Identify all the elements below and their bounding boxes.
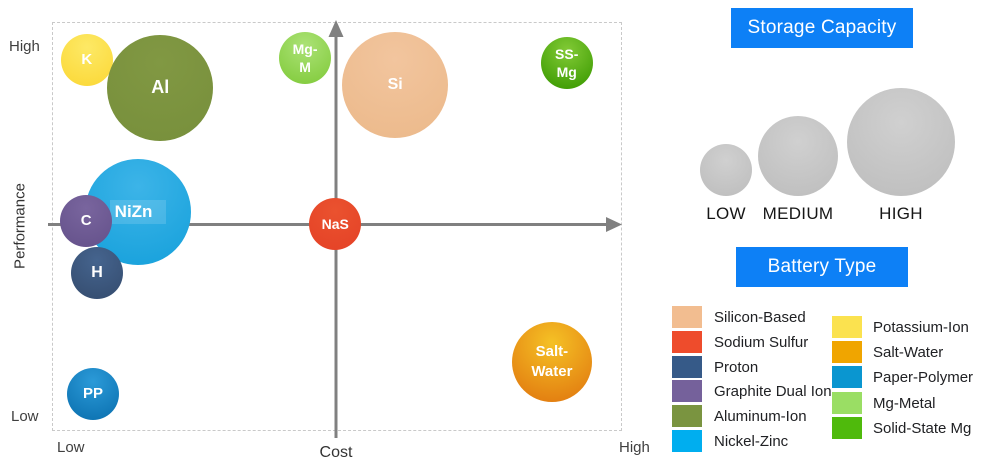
bubble-paper-polymer: PP xyxy=(67,367,120,420)
legend-label-proton: Proton xyxy=(714,358,759,376)
legend-swatch-graphite-dual-ion xyxy=(672,380,702,403)
size-label-low: LOW xyxy=(706,204,746,223)
y-axis-high-label: High xyxy=(9,38,40,55)
legend-swatch-aluminum-ion xyxy=(672,405,702,428)
bubble-label: NiZn xyxy=(109,199,167,224)
legend-swatch-salt-water xyxy=(832,341,862,364)
legend-label-potassium-ion: Potassium-Ion xyxy=(873,319,969,336)
size-circle-medium xyxy=(758,116,838,196)
legend-label-solid-state-mg: Solid-State Mg xyxy=(873,419,972,437)
y-axis-low-label: Low xyxy=(11,408,39,425)
bubble-silicon-based: Si xyxy=(342,31,449,138)
legend-label-mg-metal: Mg-Metal xyxy=(873,394,936,412)
bubble-mg-metal: Mg- M xyxy=(279,31,332,84)
x-axis-title: Cost xyxy=(319,444,353,461)
legend-label-salt-water: Salt-Water xyxy=(873,344,944,362)
legend-label-aluminum-ion: Aluminum-Ion xyxy=(714,408,807,426)
size-circle-high xyxy=(847,88,955,196)
bubble-proton: H xyxy=(71,247,124,300)
bubble-aluminum-ion: Al xyxy=(107,34,214,141)
x-axis-high-label: High xyxy=(619,439,650,456)
legend-label-graphite-dual-ion: Graphite Dual Ion xyxy=(714,383,832,401)
bubble-label: Mg- M xyxy=(292,40,318,75)
bubble-label: C xyxy=(80,212,92,230)
legend-swatch-sodium-sulfur xyxy=(672,330,702,353)
legend-label-silicon-based: Silicon-Based xyxy=(714,309,806,326)
legend-swatch-mg-metal xyxy=(832,391,862,414)
x-axis-low-label: Low xyxy=(57,439,85,456)
bubble-label: NaS xyxy=(321,215,349,232)
legend-label-paper-polymer: Paper-Polymer xyxy=(873,369,974,387)
bubble-label: H xyxy=(91,263,103,281)
bubble-label: K xyxy=(81,51,93,69)
size-label-high: HIGH xyxy=(879,204,923,223)
bubble-solid-state-mg: SS- Mg xyxy=(540,36,593,89)
legend-swatch-proton xyxy=(672,355,702,378)
bubble-label: Al xyxy=(151,77,170,98)
bubble-label: Salt- Water xyxy=(531,343,573,380)
legend-swatch-silicon-based xyxy=(672,306,702,328)
bubble-label: Si xyxy=(387,75,403,93)
bubble-label: PP xyxy=(83,385,104,403)
legend-swatch-potassium-ion xyxy=(832,316,862,338)
bubble-graphite-dual-ion: C xyxy=(60,194,113,247)
battery-type-header: Battery Type xyxy=(736,247,908,287)
legend-label-sodium-sulfur: Sodium Sulfur xyxy=(714,333,809,351)
bubble-salt-water: Salt- Water xyxy=(511,321,592,402)
bubble-sodium-sulfur: NaS xyxy=(309,198,362,251)
bubble-label: SS- Mg xyxy=(555,45,579,80)
legend-swatch-solid-state-mg xyxy=(832,416,862,439)
size-label-medium: MEDIUM xyxy=(762,204,834,223)
legend-label-nickel-zinc: Nickel-Zinc xyxy=(714,433,789,450)
y-axis-title: Performance xyxy=(11,183,29,269)
legend-swatch-nickel-zinc xyxy=(672,430,702,452)
storage-capacity-header: Storage Capacity xyxy=(731,8,913,48)
bubble-potassium-ion: K xyxy=(60,34,113,87)
size-circle-low xyxy=(700,144,752,196)
legend-swatch-paper-polymer xyxy=(832,366,862,389)
